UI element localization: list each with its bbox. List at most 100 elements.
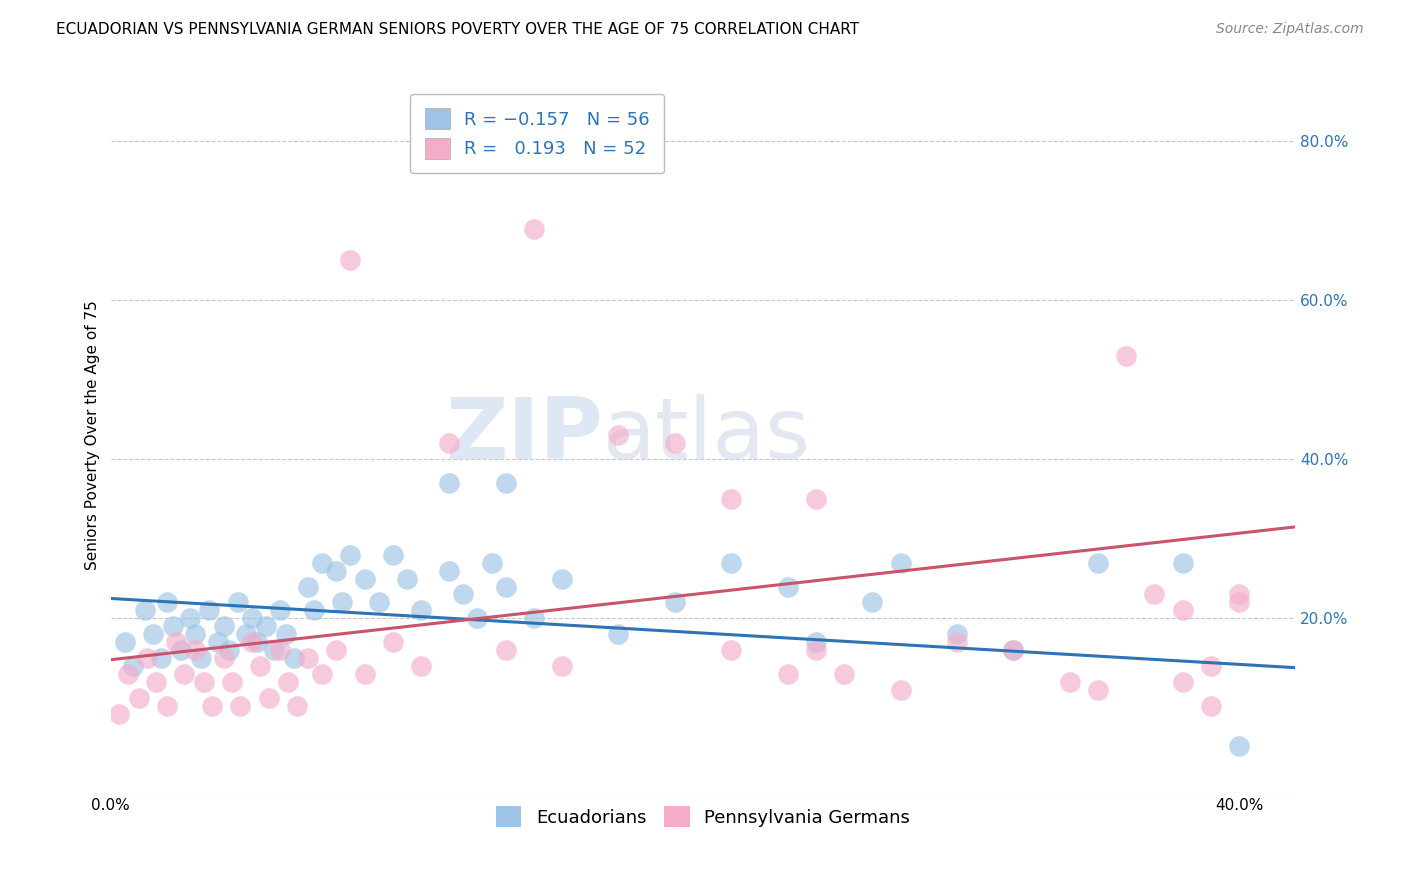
Point xyxy=(190,651,212,665)
Point xyxy=(353,572,375,586)
Point xyxy=(108,706,131,721)
Point xyxy=(325,564,347,578)
Point xyxy=(804,635,827,649)
Point xyxy=(523,221,546,235)
Point xyxy=(240,611,263,625)
Point xyxy=(495,643,517,657)
Point xyxy=(145,675,167,690)
Point xyxy=(240,635,263,649)
Point xyxy=(776,667,799,681)
Text: atlas: atlas xyxy=(602,394,810,477)
Point xyxy=(946,627,969,641)
Point xyxy=(607,428,630,442)
Point xyxy=(409,659,432,673)
Point xyxy=(367,595,389,609)
Point xyxy=(339,253,361,268)
Point xyxy=(1002,643,1025,657)
Point xyxy=(523,611,546,625)
Point xyxy=(283,651,305,665)
Point xyxy=(395,572,418,586)
Point xyxy=(720,643,742,657)
Point xyxy=(353,667,375,681)
Point xyxy=(1171,603,1194,617)
Point xyxy=(607,627,630,641)
Point xyxy=(381,548,404,562)
Point xyxy=(297,651,319,665)
Point xyxy=(311,667,333,681)
Text: Source: ZipAtlas.com: Source: ZipAtlas.com xyxy=(1216,22,1364,37)
Point xyxy=(257,690,280,705)
Point xyxy=(804,491,827,506)
Point xyxy=(134,603,156,617)
Point xyxy=(330,595,353,609)
Point xyxy=(249,659,271,673)
Point xyxy=(179,611,201,625)
Point xyxy=(165,635,187,649)
Point xyxy=(551,572,574,586)
Point xyxy=(302,603,325,617)
Point xyxy=(481,556,503,570)
Point xyxy=(128,690,150,705)
Point xyxy=(495,476,517,491)
Point xyxy=(117,667,139,681)
Point xyxy=(720,556,742,570)
Point xyxy=(173,667,195,681)
Point xyxy=(114,635,136,649)
Point xyxy=(150,651,173,665)
Point xyxy=(198,603,221,617)
Point xyxy=(218,643,240,657)
Point xyxy=(467,611,489,625)
Point xyxy=(890,556,912,570)
Point xyxy=(832,667,855,681)
Point xyxy=(142,627,165,641)
Point xyxy=(437,476,460,491)
Point xyxy=(184,643,207,657)
Point xyxy=(890,682,912,697)
Point xyxy=(212,619,235,633)
Point xyxy=(437,564,460,578)
Point xyxy=(381,635,404,649)
Point xyxy=(285,698,308,713)
Point xyxy=(193,675,215,690)
Point xyxy=(235,627,257,641)
Point xyxy=(437,436,460,450)
Point xyxy=(1143,587,1166,601)
Point xyxy=(226,595,249,609)
Point xyxy=(1171,556,1194,570)
Point xyxy=(254,619,277,633)
Point xyxy=(277,675,299,690)
Point xyxy=(246,635,269,649)
Point xyxy=(136,651,159,665)
Text: ZIP: ZIP xyxy=(444,394,602,477)
Point xyxy=(339,548,361,562)
Point xyxy=(1227,739,1250,753)
Point xyxy=(184,627,207,641)
Point xyxy=(409,603,432,617)
Point xyxy=(229,698,252,713)
Point xyxy=(453,587,475,601)
Point xyxy=(551,659,574,673)
Point xyxy=(1227,595,1250,609)
Point xyxy=(1087,682,1109,697)
Point xyxy=(804,643,827,657)
Point xyxy=(156,698,179,713)
Point xyxy=(207,635,229,649)
Text: ECUADORIAN VS PENNSYLVANIA GERMAN SENIORS POVERTY OVER THE AGE OF 75 CORRELATION: ECUADORIAN VS PENNSYLVANIA GERMAN SENIOR… xyxy=(56,22,859,37)
Point xyxy=(274,627,297,641)
Y-axis label: Seniors Poverty Over the Age of 75: Seniors Poverty Over the Age of 75 xyxy=(86,301,100,570)
Point xyxy=(311,556,333,570)
Point xyxy=(170,643,193,657)
Point xyxy=(1002,643,1025,657)
Point xyxy=(664,595,686,609)
Point xyxy=(122,659,145,673)
Point xyxy=(1171,675,1194,690)
Point xyxy=(1115,349,1137,363)
Point xyxy=(1059,675,1081,690)
Point xyxy=(664,436,686,450)
Point xyxy=(297,580,319,594)
Point xyxy=(325,643,347,657)
Point xyxy=(495,580,517,594)
Point xyxy=(221,675,243,690)
Point xyxy=(1199,698,1222,713)
Point xyxy=(1227,587,1250,601)
